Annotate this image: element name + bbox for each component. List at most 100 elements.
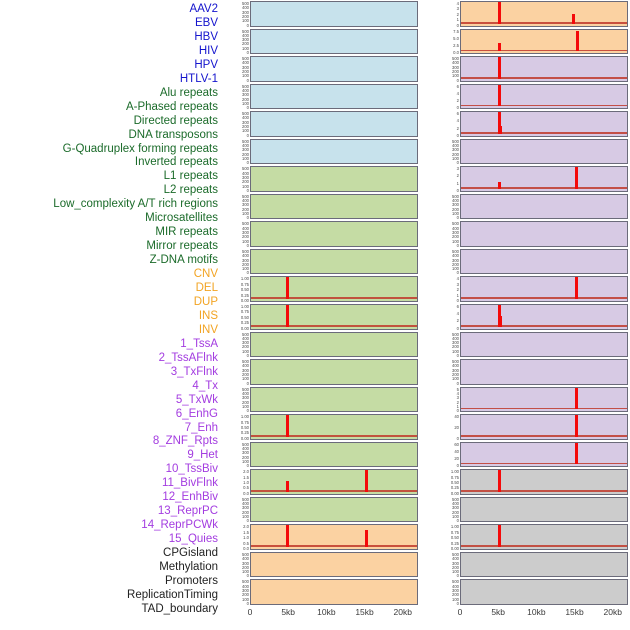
- track-row: 500 400 300 200 100 0: [228, 358, 418, 386]
- y-tick-label: 0.50: [450, 480, 459, 486]
- y-tick-label: 500: [242, 83, 249, 89]
- y-tick-label: 0.25: [240, 292, 249, 298]
- y-tick-label: 0.75: [450, 474, 459, 480]
- y-tick-label: 0: [456, 105, 459, 111]
- y-tick-label: 300: [452, 147, 459, 153]
- row-label: L1 repeats: [163, 170, 218, 183]
- track-plot-area: [250, 414, 418, 440]
- track-row: 500 400 300 200 100 0: [438, 496, 628, 524]
- y-tick-label: 3: [456, 395, 459, 401]
- track-plot-area: [250, 359, 418, 385]
- y-axis: 500 400 300 200 100 0: [228, 551, 250, 579]
- track-plot-area: [460, 248, 628, 275]
- track-plot-area: [250, 386, 418, 413]
- y-tick-label: 0: [246, 463, 249, 469]
- y-tick-label: 300: [242, 560, 249, 566]
- y-tick-label: 100: [242, 458, 249, 464]
- track-row: 7.5 5.0 2.5 0.0: [438, 28, 628, 56]
- y-axis: 500 400 300 200 100 0: [228, 83, 250, 111]
- y-tick-label: 400: [242, 143, 249, 149]
- data-spike: [497, 42, 501, 52]
- y-tick-label: 300: [242, 229, 249, 235]
- y-tick-label: 200: [242, 509, 249, 515]
- y-tick-label: 300: [452, 229, 459, 235]
- y-axis: 40 20 0: [438, 413, 460, 441]
- track-plot-area: [460, 56, 628, 82]
- y-axis: 500 400 300 200 100 0: [228, 110, 250, 138]
- y-tick-label: 100: [452, 514, 459, 520]
- track-row: 1.00 0.75 0.50 0.25 0.00: [228, 413, 418, 441]
- track-row: 500 400 300 200 100 0: [228, 578, 418, 606]
- y-tick-label: 500: [242, 166, 249, 172]
- y-tick-label: 500: [242, 441, 249, 447]
- y-tick-label: 400: [452, 225, 459, 231]
- y-tick-label: 100: [452, 348, 459, 354]
- data-spike: [497, 470, 501, 492]
- y-tick-label: 0: [456, 22, 459, 28]
- track-baseline: [461, 104, 627, 107]
- y-axis: 500 400 300 200 100 0: [438, 248, 460, 276]
- y-tick-label: 0: [246, 132, 249, 138]
- y-axis: 1.00 0.75 0.50 0.25 0.00: [228, 303, 250, 331]
- y-tick-label: 300: [242, 367, 249, 373]
- row-label: A-Phased repeats: [125, 100, 218, 113]
- y-tick-label: 100: [242, 100, 249, 106]
- y-tick-label: 300: [452, 367, 459, 373]
- y-tick-label: 400: [242, 115, 249, 121]
- track-row: 2.0 1.5 1.0 0.5 0.0: [228, 523, 418, 551]
- y-tick-label: 4: [456, 390, 459, 396]
- track-plot-area: [250, 248, 418, 275]
- y-tick-label: 300: [242, 37, 249, 43]
- y-tick-label: 100: [242, 348, 249, 354]
- x-tick-label: 20kb: [603, 607, 622, 617]
- y-tick-label: 400: [242, 583, 249, 589]
- track-plot-area: [250, 1, 418, 27]
- track-plot-area: [460, 1, 628, 27]
- row-label: 9_Het: [187, 449, 218, 462]
- y-tick-label: 0: [456, 325, 459, 331]
- y-axis: 500 400 300 200 100 0: [228, 165, 250, 193]
- y-tick-label: 0.75: [450, 529, 459, 535]
- y-tick-label: 4: [456, 118, 459, 124]
- track-row: 1.00 0.75 0.50 0.25 0.00: [438, 523, 628, 551]
- track-baseline: [461, 462, 627, 465]
- data-spike: [497, 112, 501, 134]
- y-tick-label: 0: [246, 353, 249, 359]
- y-tick-label: 2: [456, 173, 459, 179]
- y-tick-label: 300: [452, 340, 459, 346]
- track-plot-area: [250, 83, 418, 110]
- y-tick-label: 0: [456, 435, 459, 441]
- y-tick-label: 400: [452, 363, 459, 369]
- data-spike: [286, 525, 290, 547]
- track-row: 500 400 300 200 100 0: [228, 248, 418, 276]
- y-tick-label: 100: [242, 569, 249, 575]
- y-tick-label: 200: [242, 454, 249, 460]
- row-label: 6_EnhG: [175, 407, 218, 420]
- track-plot-area: [460, 221, 628, 247]
- track-row: 500 400 300 200 100 0: [438, 138, 628, 166]
- track-plot-area: [250, 496, 418, 523]
- y-tick-label: 100: [242, 128, 249, 134]
- row-label-column: AAV2 EBV HBV HIV HPV HTLV-1 Alu repeats A-Phase…: [0, 0, 218, 618]
- y-axis: 60 40 20 0: [438, 441, 460, 469]
- y-tick-label: 300: [242, 174, 249, 180]
- y-tick-label: 500: [452, 551, 459, 557]
- row-label: TAD_boundary: [141, 602, 219, 615]
- y-tick-label: 300: [242, 119, 249, 125]
- y-axis: 500 400 300 200 100 0: [228, 138, 250, 166]
- row-label: 14_ReprPCWk: [141, 519, 218, 532]
- y-tick-label: 500: [242, 359, 249, 365]
- y-tick-label: 500: [452, 193, 459, 199]
- row-label: Promoters: [164, 574, 218, 587]
- row-label: 2_TssAFlnk: [158, 351, 218, 364]
- track-plot-area: [460, 441, 628, 468]
- track-baseline: [251, 490, 417, 492]
- y-tick-label: 2.5: [453, 42, 459, 48]
- y-tick-label: 4: [456, 90, 459, 96]
- track-row: 500 400 300 200 100 0: [228, 28, 418, 56]
- y-tick-label: 0: [246, 187, 249, 193]
- y-tick-label: 100: [452, 569, 459, 575]
